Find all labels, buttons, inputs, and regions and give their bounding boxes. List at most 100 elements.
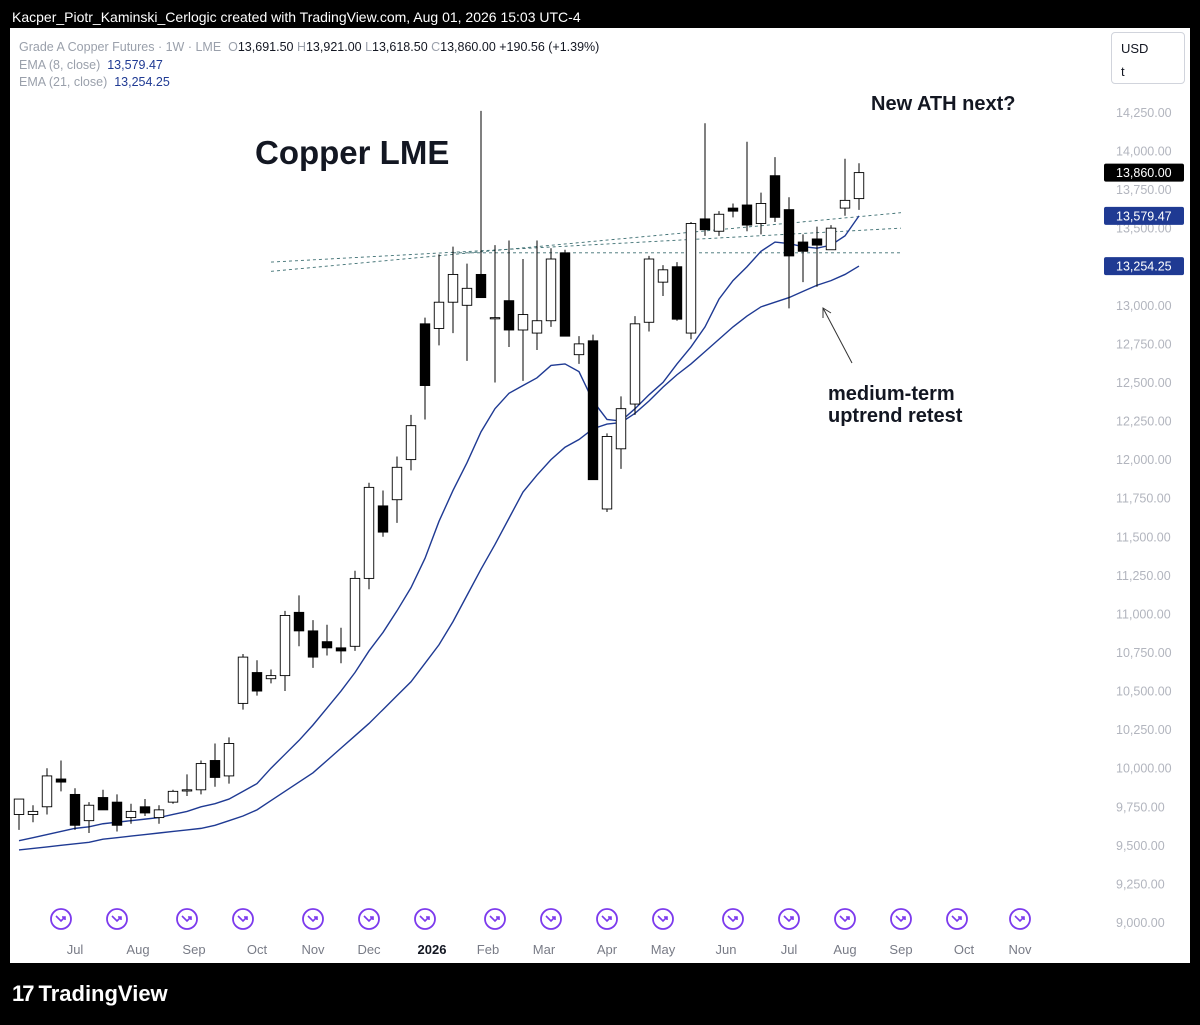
event-icon-glyph bbox=[657, 915, 668, 923]
ohlc-legend-row: Grade A Copper Futures · 1W · LME O13,69… bbox=[19, 39, 599, 57]
high-value: 13,921.00 bbox=[305, 40, 362, 54]
event-icon bbox=[1009, 908, 1031, 930]
candle-down bbox=[587, 340, 599, 481]
x-tick-label: Feb bbox=[477, 942, 499, 957]
candle-up bbox=[685, 223, 697, 334]
x-tick-label: Sep bbox=[182, 942, 205, 957]
x-tick-label: Nov bbox=[1008, 942, 1032, 957]
candle-down bbox=[727, 207, 739, 212]
x-tick-label: Mar bbox=[533, 942, 556, 957]
event-icon-glyph bbox=[244, 916, 248, 920]
y-tick-label: 10,000.00 bbox=[1116, 762, 1172, 776]
candle-up bbox=[195, 763, 207, 791]
event-icon-glyph bbox=[846, 916, 850, 920]
price-tag bbox=[1104, 257, 1184, 276]
x-tick-label: Oct bbox=[954, 942, 975, 957]
candle-down bbox=[321, 641, 333, 649]
annotation-retest: uptrend retest bbox=[828, 405, 963, 427]
x-tick-label: Jul bbox=[781, 942, 798, 957]
y-tick-label: 11,750.00 bbox=[1116, 492, 1171, 506]
currency-unit-button[interactable]: USD t bbox=[1111, 32, 1185, 84]
open-value: 13,691.50 bbox=[237, 40, 294, 54]
event-icon-glyph bbox=[552, 916, 556, 920]
y-tick-label: 10,750.00 bbox=[1116, 646, 1172, 660]
ema8-value: 13,579.47 bbox=[107, 57, 163, 72]
candle-up bbox=[573, 343, 585, 356]
annotation-arrow bbox=[822, 307, 853, 364]
annotation-ath: New ATH next? bbox=[871, 93, 1015, 115]
event-icon-glyph bbox=[307, 915, 318, 923]
event-icon bbox=[946, 908, 968, 930]
y-tick-label: 12,000.00 bbox=[1116, 453, 1172, 467]
y-tick-label: 13,500.00 bbox=[1116, 222, 1172, 236]
candle-up bbox=[223, 743, 235, 777]
chart-panel[interactable]: Grade A Copper Futures · 1W · LME O13,69… bbox=[10, 28, 1190, 963]
candle-down bbox=[559, 252, 571, 337]
event-icon bbox=[302, 908, 324, 930]
event-icon bbox=[834, 908, 856, 930]
price-tag-label: 13,254.25 bbox=[1116, 260, 1172, 274]
candle-down bbox=[209, 760, 221, 778]
candle-up bbox=[237, 656, 249, 704]
candle-up bbox=[181, 789, 193, 792]
tradingview-logo-icon: 17 bbox=[12, 981, 35, 1006]
price-tag bbox=[1104, 206, 1184, 225]
x-tick-label: Oct bbox=[247, 942, 268, 957]
candle-up bbox=[433, 301, 445, 329]
candle-up bbox=[125, 810, 137, 819]
candle-down bbox=[307, 630, 319, 658]
candle-down bbox=[811, 238, 823, 246]
candle-up bbox=[755, 203, 767, 224]
event-icon-glyph bbox=[895, 915, 906, 923]
candle-down bbox=[699, 218, 711, 231]
event-icon-glyph bbox=[496, 916, 500, 920]
event-icon bbox=[50, 908, 72, 930]
y-tick-label: 9,750.00 bbox=[1116, 800, 1165, 814]
tradingview-logo: 17 TradingView bbox=[12, 981, 168, 1007]
candle-up bbox=[615, 408, 627, 450]
event-icon-glyph bbox=[237, 915, 248, 923]
event-icon-glyph bbox=[1014, 915, 1025, 923]
candle-up bbox=[83, 804, 95, 822]
event-icon-glyph bbox=[601, 915, 612, 923]
candle-up bbox=[853, 172, 865, 200]
candle-down bbox=[377, 505, 389, 533]
y-tick-label: 14,250.00 bbox=[1116, 106, 1172, 120]
y-tick-label: 9,250.00 bbox=[1116, 877, 1165, 891]
x-tick-label: Aug bbox=[126, 942, 149, 957]
y-tick-label: 9,500.00 bbox=[1116, 839, 1165, 853]
y-tick-label: 10,500.00 bbox=[1116, 685, 1172, 699]
candle-up bbox=[27, 810, 39, 815]
candle-up bbox=[13, 798, 25, 815]
x-tick-label: Dec bbox=[357, 942, 381, 957]
event-icon-glyph bbox=[181, 915, 192, 923]
change-value: +190.56 (+1.39%) bbox=[499, 40, 600, 54]
event-icon-glyph bbox=[727, 915, 738, 923]
y-tick-label: 10,250.00 bbox=[1116, 723, 1172, 737]
low-label: L bbox=[365, 40, 373, 54]
price-tag-label: 13,860.00 bbox=[1116, 166, 1172, 180]
symbol-name: Grade A Copper Futures · 1W · LME bbox=[19, 40, 222, 54]
event-icon bbox=[232, 908, 254, 930]
event-icon-glyph bbox=[783, 915, 794, 923]
x-tick-label: Aug bbox=[833, 942, 856, 957]
event-icon-glyph bbox=[363, 915, 374, 923]
chart-title: Copper LME bbox=[255, 134, 449, 171]
event-icon-glyph bbox=[790, 916, 794, 920]
event-icon bbox=[540, 908, 562, 930]
y-tick-label: 12,750.00 bbox=[1116, 337, 1172, 351]
candle-down bbox=[769, 175, 781, 218]
x-tick-label: Apr bbox=[597, 942, 618, 957]
y-tick-label: 12,500.00 bbox=[1116, 376, 1172, 390]
candle-up bbox=[825, 227, 837, 251]
event-icon bbox=[176, 908, 198, 930]
annotation-arrowhead bbox=[822, 307, 832, 318]
candle-down bbox=[419, 323, 431, 386]
candle-up bbox=[391, 466, 403, 501]
close-label: C bbox=[431, 40, 441, 54]
x-tick-label: 2026 bbox=[418, 942, 447, 957]
event-icon-glyph bbox=[62, 916, 66, 920]
event-icon-glyph bbox=[608, 916, 612, 920]
ema8-legend-row: EMA (8, close) 13,579.47 bbox=[19, 57, 599, 75]
